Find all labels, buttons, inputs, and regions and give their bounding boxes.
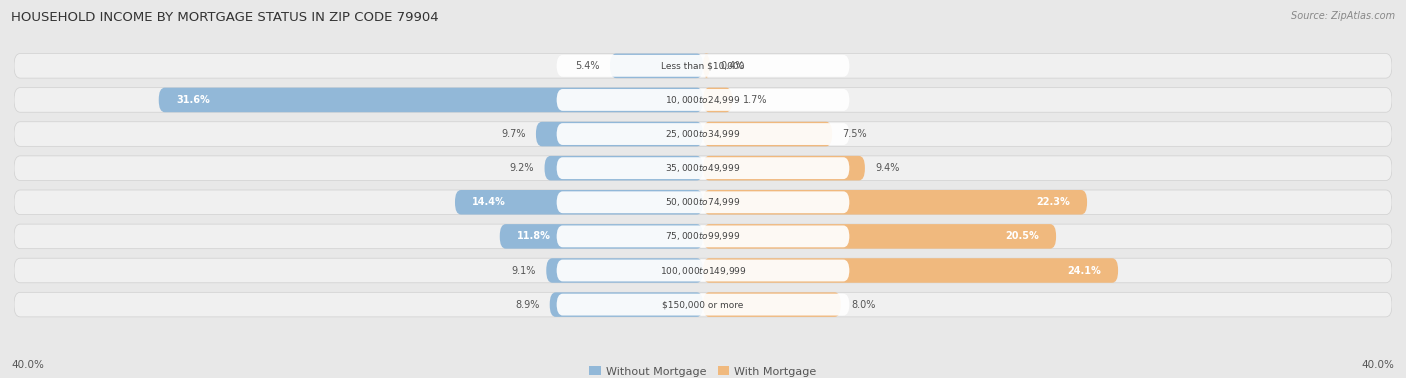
FancyBboxPatch shape [557,225,849,247]
Text: 24.1%: 24.1% [1067,265,1101,276]
Text: 14.4%: 14.4% [472,197,506,207]
Text: 0.4%: 0.4% [720,61,745,71]
FancyBboxPatch shape [14,88,1392,112]
FancyBboxPatch shape [456,190,703,215]
FancyBboxPatch shape [544,156,703,180]
FancyBboxPatch shape [550,292,703,317]
Text: $25,000 to $34,999: $25,000 to $34,999 [665,128,741,140]
Text: $35,000 to $49,999: $35,000 to $49,999 [665,162,741,174]
FancyBboxPatch shape [547,258,703,283]
FancyBboxPatch shape [14,54,1392,78]
FancyBboxPatch shape [159,88,703,112]
FancyBboxPatch shape [557,89,849,111]
Text: 22.3%: 22.3% [1036,197,1070,207]
FancyBboxPatch shape [703,88,733,112]
Text: HOUSEHOLD INCOME BY MORTGAGE STATUS IN ZIP CODE 79904: HOUSEHOLD INCOME BY MORTGAGE STATUS IN Z… [11,11,439,24]
Text: 7.5%: 7.5% [842,129,868,139]
Text: 31.6%: 31.6% [176,95,209,105]
Text: 11.8%: 11.8% [517,231,551,242]
Text: 20.5%: 20.5% [1005,231,1039,242]
FancyBboxPatch shape [610,54,703,78]
Text: $150,000 or more: $150,000 or more [662,300,744,309]
Text: $100,000 to $149,999: $100,000 to $149,999 [659,265,747,276]
FancyBboxPatch shape [557,157,849,179]
FancyBboxPatch shape [14,190,1392,215]
FancyBboxPatch shape [703,122,832,146]
FancyBboxPatch shape [703,258,1118,283]
FancyBboxPatch shape [703,54,710,78]
Text: 8.0%: 8.0% [851,300,876,310]
Text: 8.9%: 8.9% [515,300,540,310]
Text: 40.0%: 40.0% [11,361,44,370]
FancyBboxPatch shape [14,258,1392,283]
FancyBboxPatch shape [557,260,849,281]
FancyBboxPatch shape [14,224,1392,249]
FancyBboxPatch shape [703,224,1056,249]
FancyBboxPatch shape [14,292,1392,317]
FancyBboxPatch shape [499,224,703,249]
FancyBboxPatch shape [557,55,849,77]
Text: 9.7%: 9.7% [501,129,526,139]
Text: 9.4%: 9.4% [875,163,900,173]
Text: 9.2%: 9.2% [510,163,534,173]
FancyBboxPatch shape [557,294,849,316]
Text: Less than $10,000: Less than $10,000 [661,61,745,70]
Text: 40.0%: 40.0% [1362,361,1395,370]
FancyBboxPatch shape [557,123,849,145]
Text: $10,000 to $24,999: $10,000 to $24,999 [665,94,741,106]
Text: $50,000 to $74,999: $50,000 to $74,999 [665,196,741,208]
Text: $75,000 to $99,999: $75,000 to $99,999 [665,230,741,242]
FancyBboxPatch shape [536,122,703,146]
FancyBboxPatch shape [14,156,1392,180]
FancyBboxPatch shape [14,122,1392,146]
FancyBboxPatch shape [703,156,865,180]
Text: Source: ZipAtlas.com: Source: ZipAtlas.com [1291,11,1395,21]
Text: 5.4%: 5.4% [575,61,599,71]
Text: 9.1%: 9.1% [512,265,536,276]
FancyBboxPatch shape [703,292,841,317]
Legend: Without Mortgage, With Mortgage: Without Mortgage, With Mortgage [585,362,821,378]
FancyBboxPatch shape [703,190,1087,215]
Text: 1.7%: 1.7% [742,95,768,105]
FancyBboxPatch shape [557,191,849,213]
